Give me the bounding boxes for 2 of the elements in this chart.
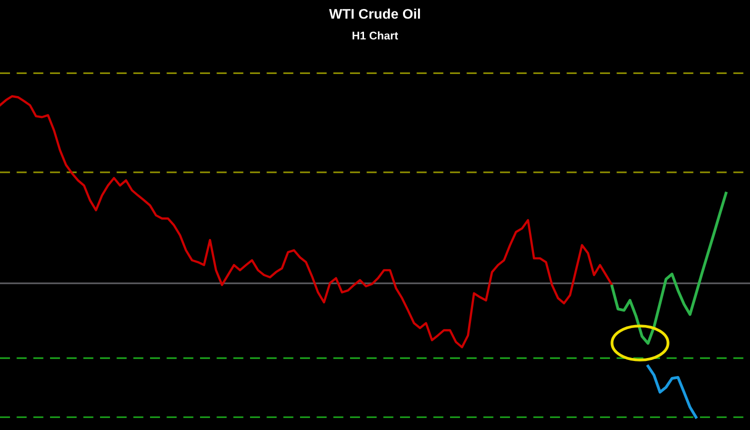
chart-title: WTI Crude Oil (329, 8, 420, 19)
chart-subtitle: H1 Chart (352, 31, 398, 40)
